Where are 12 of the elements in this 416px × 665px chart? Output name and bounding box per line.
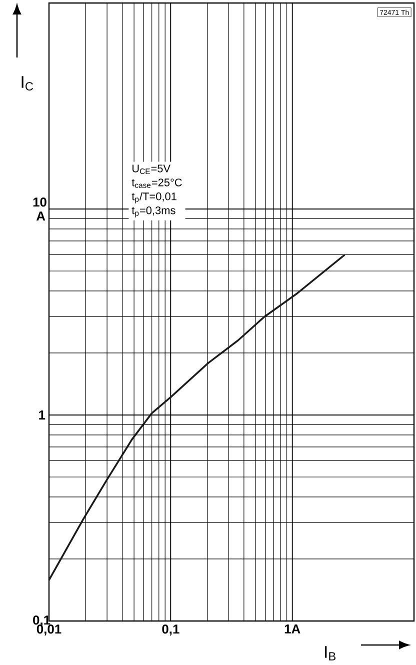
y-tick-label: 0,1 xyxy=(33,615,50,627)
annotation: U$_{CE}$=5V xyxy=(132,164,170,174)
x-tick-label: 1A xyxy=(284,624,300,634)
x-axis-title: I$_{B}$ xyxy=(325,646,336,660)
annotation: t$_{p}$=0,3ms xyxy=(132,206,176,218)
annotation: t$_{case}$=25°C xyxy=(132,178,182,188)
x-tick-label: 0,1 xyxy=(162,624,180,636)
annotation: t$_{p}$/T=0,01 xyxy=(132,192,176,204)
y-tick-label: 1 xyxy=(39,410,46,420)
y-tick-label: 10 A xyxy=(33,197,46,220)
y-axis-title: I$_{C}$ xyxy=(22,76,34,91)
x-tick-label: 0,01 xyxy=(36,624,62,636)
